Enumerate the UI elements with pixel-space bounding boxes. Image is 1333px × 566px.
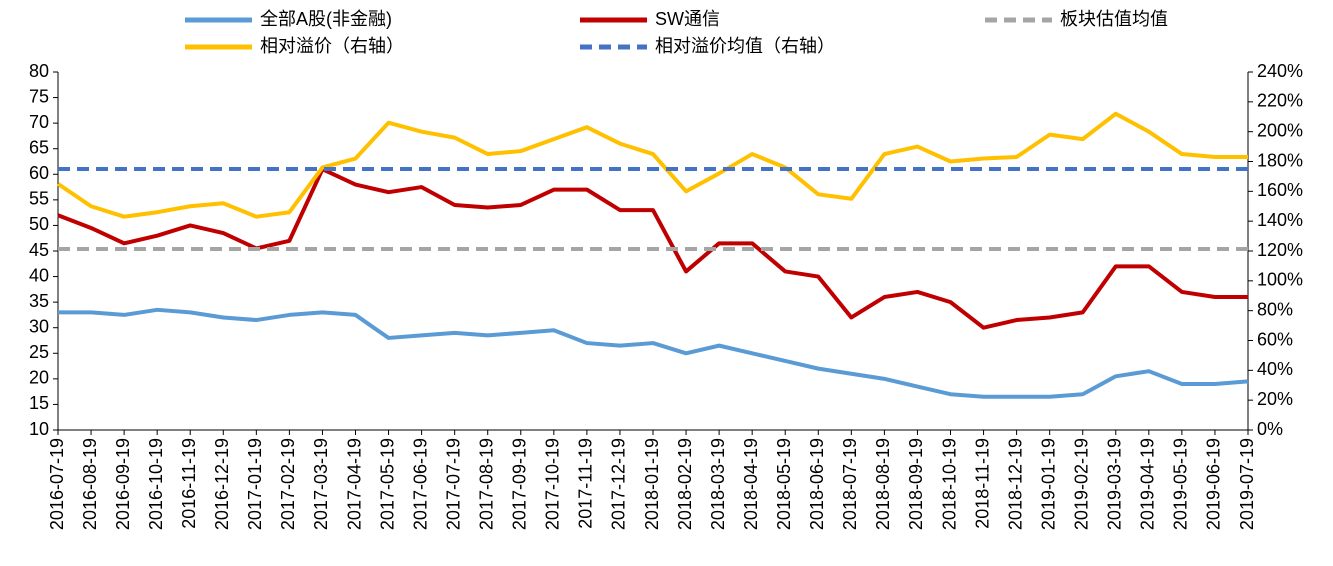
- x-tick-label: 2017-07-19: [443, 438, 463, 530]
- x-tick-label: 2019-03-19: [1105, 438, 1125, 530]
- x-tick-label: 2018-01-19: [642, 438, 662, 530]
- y-tick-label: 20: [29, 368, 49, 388]
- x-tick-label: 2018-05-19: [774, 438, 794, 530]
- x-tick-label: 2017-12-19: [609, 438, 629, 530]
- y-tick-label: 40: [29, 265, 49, 285]
- y-tick-label: 30: [29, 316, 49, 336]
- x-tick-label: 2017-09-19: [510, 438, 530, 530]
- y2-tick-label: 160%: [1257, 180, 1303, 200]
- x-tick-label: 2017-08-19: [476, 438, 496, 530]
- x-tick-label: 2018-07-19: [840, 438, 860, 530]
- y-tick-label: 35: [29, 291, 49, 311]
- y-tick-label: 80: [29, 61, 49, 81]
- x-tick-label: 2017-03-19: [311, 438, 331, 530]
- x-tick-label: 2018-02-19: [675, 438, 695, 530]
- y2-tick-label: 180%: [1257, 150, 1303, 170]
- x-tick-label: 2016-11-19: [179, 438, 199, 529]
- x-tick-label: 2018-03-19: [708, 438, 728, 530]
- y2-tick-label: 140%: [1257, 210, 1303, 230]
- x-tick-label: 2019-05-19: [1171, 438, 1191, 530]
- y-tick-label: 25: [29, 342, 49, 362]
- x-tick-label: 2018-11-19: [972, 438, 992, 529]
- x-tick-label: 2017-04-19: [344, 438, 364, 530]
- x-tick-label: 2017-06-19: [410, 438, 430, 530]
- x-tick-label: 2017-05-19: [377, 438, 397, 530]
- legend-label: 相对溢价均值（右轴）: [655, 36, 835, 56]
- y-tick-label: 75: [29, 86, 49, 106]
- y2-tick-label: 20%: [1257, 389, 1293, 409]
- x-tick-label: 2019-06-19: [1204, 438, 1224, 530]
- y2-tick-label: 60%: [1257, 329, 1293, 349]
- legend-label: 相对溢价（右轴）: [260, 36, 404, 56]
- x-tick-label: 2019-04-19: [1138, 438, 1158, 530]
- y2-tick-label: 120%: [1257, 240, 1303, 260]
- y-tick-label: 60: [29, 163, 49, 183]
- y-tick-label: 15: [29, 393, 49, 413]
- x-tick-label: 2018-12-19: [1005, 438, 1025, 530]
- x-tick-label: 2018-10-19: [939, 438, 959, 530]
- x-tick-label: 2016-08-19: [80, 438, 100, 530]
- x-tick-label: 2016-10-19: [146, 438, 166, 530]
- x-tick-label: 2019-02-19: [1071, 438, 1091, 530]
- y-tick-label: 10: [29, 419, 49, 439]
- x-tick-label: 2019-07-19: [1237, 438, 1257, 530]
- x-tick-label: 2018-06-19: [807, 438, 827, 530]
- x-tick-label: 2017-01-19: [245, 438, 265, 530]
- y-tick-label: 65: [29, 137, 49, 157]
- y-tick-label: 70: [29, 112, 49, 132]
- y-tick-label: 50: [29, 214, 49, 234]
- y2-tick-label: 0%: [1257, 419, 1283, 439]
- series-line: [56, 111, 1248, 219]
- y2-tick-label: 240%: [1257, 61, 1303, 81]
- x-tick-label: 2016-07-19: [47, 438, 67, 530]
- y-tick-label: 45: [29, 240, 49, 260]
- y2-tick-label: 80%: [1257, 299, 1293, 319]
- x-tick-label: 2017-10-19: [543, 438, 563, 530]
- x-tick-label: 2016-12-19: [212, 438, 232, 530]
- y2-tick-label: 220%: [1257, 91, 1303, 111]
- y2-tick-label: 100%: [1257, 270, 1303, 290]
- series-line: [58, 307, 1249, 399]
- x-tick-label: 2018-04-19: [741, 438, 761, 530]
- legend-label: 全部A股(非金融): [260, 9, 392, 29]
- legend-label: 板块估值均值: [1060, 9, 1168, 29]
- x-tick-label: 2017-11-19: [576, 438, 596, 529]
- x-tick-label: 2019-01-19: [1038, 438, 1058, 530]
- legend-label: SW通信: [655, 9, 720, 29]
- y-tick-label: 55: [29, 189, 49, 209]
- y2-tick-label: 200%: [1257, 120, 1303, 140]
- x-tick-label: 2016-09-19: [113, 438, 133, 530]
- x-tick-label: 2017-02-19: [278, 438, 298, 530]
- x-tick-label: 2018-08-19: [873, 438, 893, 530]
- y2-tick-label: 40%: [1257, 359, 1293, 379]
- x-tick-label: 2018-09-19: [906, 438, 926, 530]
